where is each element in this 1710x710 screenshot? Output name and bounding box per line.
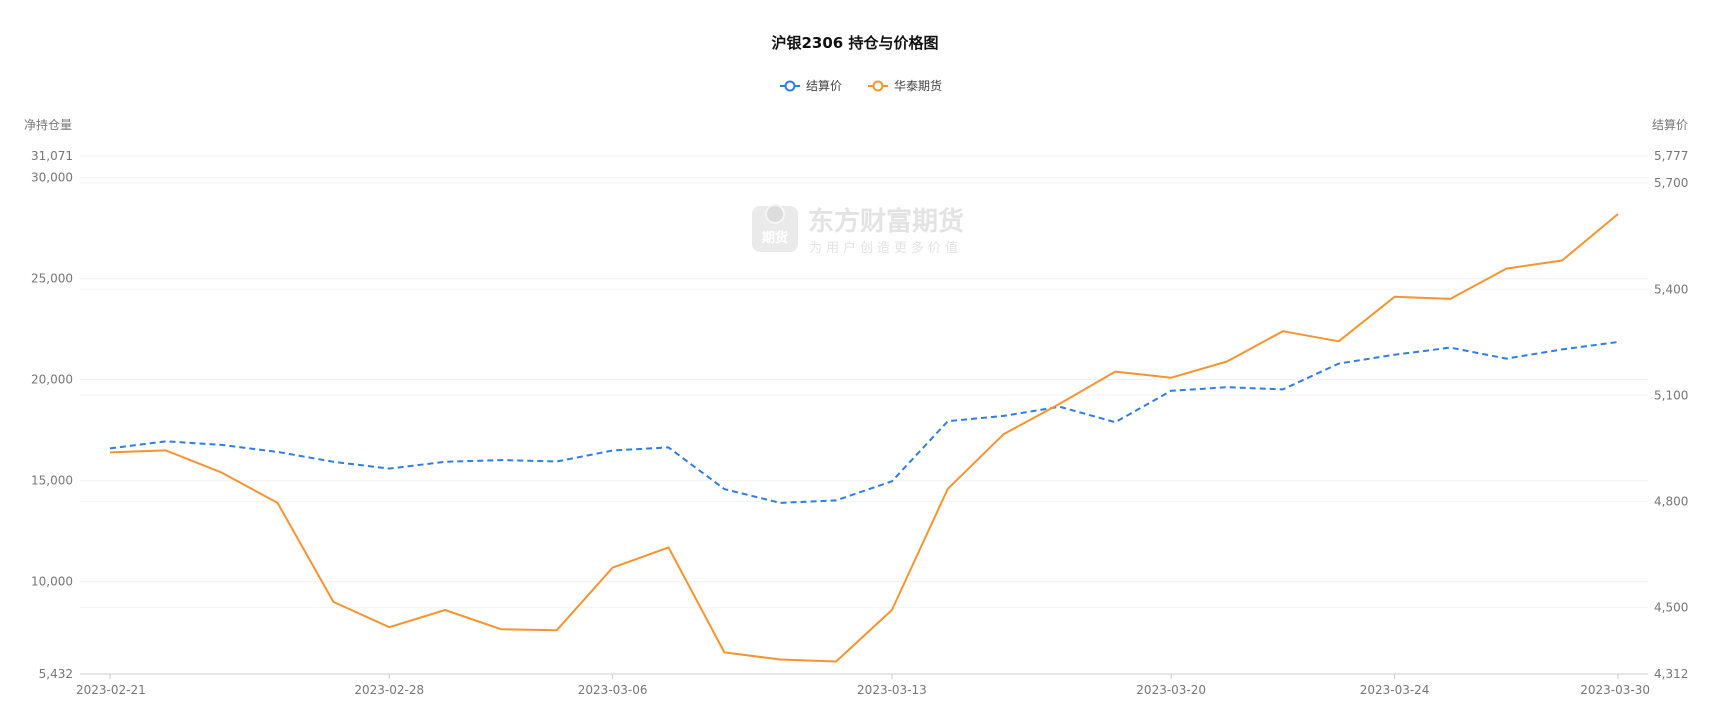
data-point[interactable]	[945, 419, 950, 424]
data-point[interactable]	[275, 500, 280, 505]
legend-item-settlement[interactable]: 结算价	[780, 78, 842, 93]
left-tick-label: 31,071	[31, 149, 73, 163]
data-point[interactable]	[1225, 359, 1230, 364]
data-point[interactable]	[1280, 387, 1285, 392]
legend-label-huatai: 华泰期货	[894, 78, 942, 93]
data-point[interactable]	[387, 625, 392, 630]
series-line-huatai[interactable]	[109, 213, 1619, 663]
data-point[interactable]	[498, 627, 503, 632]
right-tick-label: 5,777	[1654, 149, 1688, 163]
data-point[interactable]	[1392, 352, 1397, 357]
left-axis-label: 净持仓量	[24, 117, 72, 132]
series-layer	[108, 212, 1621, 664]
x-tick-label: 2023-02-21	[76, 683, 146, 697]
chart-title: 沪银2306 持仓与价格图	[772, 34, 939, 52]
data-point[interactable]	[1448, 345, 1453, 350]
legend-label-settlement: 结算价	[806, 78, 842, 93]
data-point[interactable]	[443, 459, 448, 464]
data-point[interactable]	[1448, 296, 1453, 301]
grid	[80, 155, 1648, 609]
data-point[interactable]	[889, 479, 894, 484]
data-point[interactable]	[1336, 339, 1341, 344]
data-point[interactable]	[1169, 388, 1174, 393]
x-tick-label: 2023-03-13	[857, 683, 927, 697]
right-tick-label: 5,400	[1654, 282, 1688, 296]
data-point[interactable]	[722, 650, 727, 655]
data-point[interactable]	[722, 487, 727, 492]
x-tick-label: 2023-03-30	[1580, 683, 1650, 697]
data-point[interactable]	[1225, 385, 1230, 390]
data-point[interactable]	[1001, 432, 1006, 437]
data-point[interactable]	[331, 459, 336, 464]
data-point[interactable]	[387, 466, 392, 471]
data-point[interactable]	[1616, 212, 1621, 217]
data-point[interactable]	[610, 448, 615, 453]
right-tick-label: 4,312	[1654, 667, 1688, 681]
data-point[interactable]	[108, 450, 113, 455]
x-axis-ticks: 2023-02-21 2023-02-28 2023-03-06 2023-03-13…	[76, 674, 1650, 697]
left-tick-label: 10,000	[31, 575, 73, 589]
legend[interactable]: 结算价 华泰期货	[780, 78, 942, 93]
left-tick-label: 15,000	[31, 474, 73, 488]
x-tick-label: 2023-02-28	[354, 683, 424, 697]
legend-marker-huatai	[872, 80, 884, 92]
data-point[interactable]	[219, 442, 224, 447]
data-point[interactable]	[219, 470, 224, 475]
data-point[interactable]	[834, 498, 839, 503]
watermark: 期货 东方财富期货 为用户创造更多价值	[752, 204, 964, 256]
data-point[interactable]	[1616, 339, 1621, 344]
data-point[interactable]	[1504, 266, 1509, 271]
data-point[interactable]	[1113, 369, 1118, 374]
left-tick-label: 25,000	[31, 272, 73, 286]
x-tick-label: 2023-03-06	[578, 683, 648, 697]
x-tick-label: 2023-03-20	[1136, 683, 1206, 697]
right-tick-label: 4,500	[1654, 601, 1688, 615]
data-point[interactable]	[1113, 420, 1118, 425]
legend-marker-settlement	[784, 80, 796, 92]
right-tick-label: 5,700	[1654, 176, 1688, 190]
data-point[interactable]	[498, 458, 503, 463]
left-tick-label: 5,432	[39, 667, 73, 681]
data-point[interactable]	[1001, 413, 1006, 418]
series-line-settlement[interactable]	[109, 341, 1619, 504]
data-point[interactable]	[666, 445, 671, 450]
right-axis-ticks: 4,312 4,500 4,800 5,100 5,400 5,700 5,777	[1654, 149, 1688, 681]
data-point[interactable]	[1280, 329, 1285, 334]
data-point[interactable]	[778, 500, 783, 505]
data-point[interactable]	[1336, 361, 1341, 366]
data-point[interactable]	[889, 607, 894, 612]
data-point[interactable]	[163, 439, 168, 444]
watermark-logo	[752, 206, 798, 252]
watermark-eye-icon	[765, 204, 785, 224]
left-tick-label: 20,000	[31, 373, 73, 387]
data-point[interactable]	[1560, 347, 1565, 352]
data-point[interactable]	[1560, 258, 1565, 263]
legend-item-huatai[interactable]: 华泰期货	[868, 78, 942, 93]
data-point[interactable]	[1169, 375, 1174, 380]
x-tick-label: 2023-03-24	[1360, 683, 1430, 697]
right-tick-label: 4,800	[1654, 494, 1688, 508]
data-point[interactable]	[163, 448, 168, 453]
data-point[interactable]	[778, 657, 783, 662]
data-point[interactable]	[1504, 356, 1509, 361]
data-point[interactable]	[1057, 401, 1062, 406]
watermark-badge: 期货	[762, 230, 788, 246]
data-point[interactable]	[1392, 294, 1397, 299]
right-tick-label: 5,100	[1654, 388, 1688, 402]
data-point[interactable]	[443, 607, 448, 612]
data-point[interactable]	[331, 599, 336, 604]
watermark-name: 东方财富期货	[808, 206, 964, 237]
data-point[interactable]	[610, 565, 615, 570]
data-point[interactable]	[554, 628, 559, 633]
data-point[interactable]	[945, 486, 950, 491]
left-tick-label: 30,000	[31, 171, 73, 185]
right-axis-label: 结算价	[1652, 117, 1688, 132]
data-point[interactable]	[554, 459, 559, 464]
watermark-slogan: 为用户创造更多价值	[809, 240, 962, 256]
left-axis-ticks: 5,432 10,000 15,000 20,000 25,000 30,000 31,07…	[31, 149, 73, 681]
data-point[interactable]	[834, 659, 839, 664]
data-point[interactable]	[275, 449, 280, 454]
data-point[interactable]	[666, 545, 671, 550]
